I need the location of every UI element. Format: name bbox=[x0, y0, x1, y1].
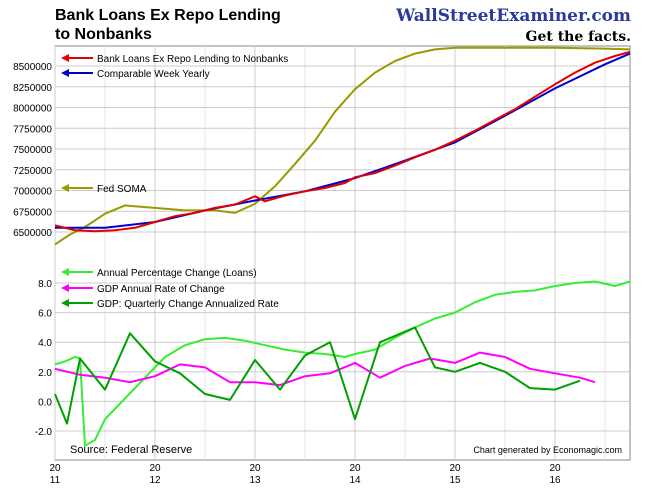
brand-tagline: Get the facts. bbox=[525, 29, 631, 45]
xtick-label-top: 20 bbox=[249, 463, 261, 474]
xtick-label-bottom: 13 bbox=[249, 475, 261, 486]
xtick-label-top: 20 bbox=[349, 463, 361, 474]
legend-bank-loans-label: Bank Loans Ex Repo Lending to Nonbanks bbox=[97, 54, 288, 65]
ytick-lower-label: 4.0 bbox=[38, 338, 52, 349]
ytick-upper-label: 6500000 bbox=[13, 228, 52, 239]
ytick-lower-label: 2.0 bbox=[38, 368, 52, 379]
legend-soma-label: Fed SOMA bbox=[97, 184, 147, 195]
title-line-1: Bank Loans Ex Repo Lending bbox=[55, 7, 281, 24]
legend-annual-change-label: Annual Percentage Change (Loans) bbox=[97, 268, 257, 279]
xtick-label-bottom: 14 bbox=[349, 475, 361, 486]
legend-comparable-arrow bbox=[61, 69, 69, 77]
ytick-lower-label: 0.0 bbox=[38, 397, 52, 408]
ytick-upper-label: 8250000 bbox=[13, 83, 52, 94]
xtick-label-bottom: 16 bbox=[549, 475, 561, 486]
generated-note: Chart generated by Economagic.com bbox=[473, 445, 622, 455]
brand-name: WallStreetExaminer.com bbox=[396, 6, 631, 26]
xtick-label-top: 20 bbox=[549, 463, 561, 474]
ytick-lower-label: 8.0 bbox=[38, 279, 52, 290]
ytick-upper-label: 8000000 bbox=[13, 104, 52, 115]
xtick-label-bottom: 12 bbox=[149, 475, 161, 486]
source-note: Source: Federal Reserve bbox=[70, 444, 192, 456]
legend-gdp-quarterly-label: GDP: Quarterly Change Annualized Rate bbox=[97, 299, 279, 310]
ytick-upper-label: 7500000 bbox=[13, 145, 52, 156]
ytick-upper-label: 7000000 bbox=[13, 187, 52, 198]
legend-bank-loans-arrow bbox=[61, 54, 69, 62]
xtick-label-bottom: 15 bbox=[449, 475, 461, 486]
legend-soma-arrow bbox=[61, 184, 69, 192]
xtick-label-bottom: 11 bbox=[50, 475, 61, 486]
ytick-upper-label: 7750000 bbox=[13, 124, 52, 135]
series-bank-loans bbox=[54, 50, 631, 233]
ytick-upper-label: 8500000 bbox=[13, 62, 52, 73]
ytick-lower-label: -2.0 bbox=[35, 427, 53, 438]
xtick-label-top: 20 bbox=[149, 463, 161, 474]
series-fed-soma bbox=[54, 46, 631, 246]
legend-gdp-quarterly-arrow bbox=[61, 299, 69, 307]
xtick-label-top: 20 bbox=[49, 463, 61, 474]
ytick-lower-label: 6.0 bbox=[38, 309, 52, 320]
series-gdp-quarterly-rate bbox=[54, 326, 581, 425]
xtick-label-top: 20 bbox=[449, 463, 461, 474]
title-line-2: to Nonbanks bbox=[55, 26, 152, 43]
chart-title: Bank Loans Ex Repo Lending to Nonbanks bbox=[55, 6, 355, 44]
legend-comparable-label: Comparable Week Yearly bbox=[97, 69, 210, 80]
ytick-upper-label: 7250000 bbox=[13, 166, 52, 177]
ytick-upper-label: 6750000 bbox=[13, 207, 52, 218]
series-gdp-annual-rate bbox=[54, 351, 596, 387]
plot-frame bbox=[54, 45, 631, 461]
brand-block: WallStreetExaminer.com Get the facts. bbox=[396, 6, 631, 45]
series-annual-pct-change bbox=[54, 280, 631, 447]
legend-gdp-annual-label: GDP Annual Rate of Change bbox=[97, 284, 225, 295]
legend-gdp-annual-arrow bbox=[61, 284, 69, 292]
legend-annual-change-arrow bbox=[61, 268, 69, 276]
